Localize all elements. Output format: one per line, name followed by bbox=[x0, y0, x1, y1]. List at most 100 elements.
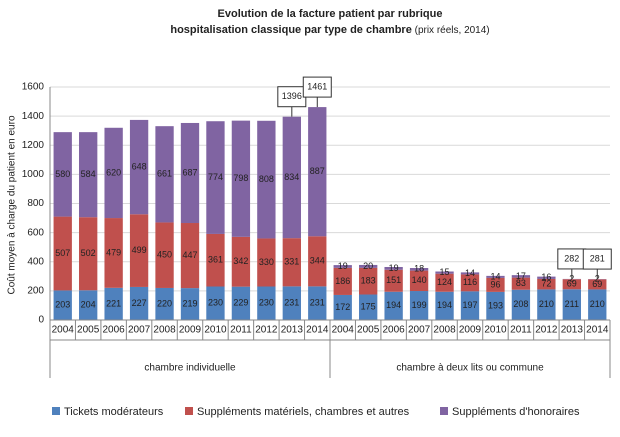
data-label: 220 bbox=[157, 298, 172, 308]
data-label: 151 bbox=[386, 275, 401, 285]
data-label: 20 bbox=[363, 261, 373, 271]
data-label: 14 bbox=[490, 271, 500, 281]
data-label: 774 bbox=[208, 172, 223, 182]
data-label: 194 bbox=[437, 300, 452, 310]
data-label: 447 bbox=[182, 250, 197, 260]
data-label: 140 bbox=[412, 275, 427, 285]
data-label: 210 bbox=[590, 299, 605, 309]
data-label: 219 bbox=[182, 298, 197, 308]
data-label: 15 bbox=[440, 267, 450, 277]
x-tick-label: 2005 bbox=[77, 325, 100, 336]
data-label: 14 bbox=[465, 268, 475, 278]
data-label: 231 bbox=[310, 298, 325, 308]
x-tick-label: 2008 bbox=[153, 325, 176, 336]
x-tick-label: 2011 bbox=[230, 325, 252, 336]
x-tick-label: 2013 bbox=[561, 325, 584, 336]
chart-subtitle: (prix réels, 2014) bbox=[415, 25, 490, 36]
data-label: 199 bbox=[412, 300, 427, 310]
data-label: 186 bbox=[335, 276, 350, 286]
data-label: 580 bbox=[55, 169, 70, 179]
data-label: 229 bbox=[233, 298, 248, 308]
data-label: 211 bbox=[565, 299, 579, 309]
data-label: 197 bbox=[462, 300, 477, 310]
data-label: 330 bbox=[259, 257, 274, 267]
data-label: 204 bbox=[81, 300, 96, 310]
x-tick-label: 2006 bbox=[383, 325, 406, 336]
data-label: 227 bbox=[132, 298, 147, 308]
y-tick-label: 1400 bbox=[22, 111, 45, 122]
x-tick-label: 2010 bbox=[204, 325, 227, 336]
legend-swatch bbox=[185, 407, 193, 415]
y-tick-label: 1600 bbox=[22, 82, 45, 93]
x-tick-label: 2004 bbox=[52, 325, 75, 336]
data-label: 18 bbox=[414, 264, 424, 274]
data-label: 479 bbox=[106, 247, 121, 257]
data-label: 210 bbox=[539, 299, 554, 309]
data-label: 361 bbox=[208, 255, 223, 265]
y-tick-label: 0 bbox=[38, 315, 44, 326]
total-label: 1396 bbox=[282, 91, 302, 101]
data-label: 175 bbox=[361, 302, 376, 312]
x-tick-label: 2011 bbox=[510, 325, 532, 336]
chart-title-line: hospitalisation classique par type de ch… bbox=[170, 24, 489, 36]
data-label: 887 bbox=[310, 166, 325, 176]
x-tick-label: 2009 bbox=[459, 325, 482, 336]
data-label: 193 bbox=[488, 300, 503, 310]
x-tick-label: 2014 bbox=[586, 325, 609, 336]
data-label: 116 bbox=[463, 277, 477, 287]
data-label: 808 bbox=[259, 174, 274, 184]
x-tick-label: 2012 bbox=[535, 325, 558, 336]
x-tick-label: 2008 bbox=[433, 325, 456, 336]
x-tick-label: 2006 bbox=[103, 325, 126, 336]
data-label: 661 bbox=[157, 169, 172, 179]
chart-title: Evolution de la facture patient par rubr… bbox=[218, 8, 443, 20]
y-tick-label: 200 bbox=[27, 286, 44, 297]
legend-swatch bbox=[440, 407, 448, 415]
data-label: 230 bbox=[208, 298, 223, 308]
data-label: 230 bbox=[259, 298, 274, 308]
data-label: 834 bbox=[284, 172, 299, 182]
data-label: 203 bbox=[55, 300, 70, 310]
data-label: 124 bbox=[437, 277, 452, 287]
legend-label: Suppléments matériels, chambres et autre… bbox=[197, 406, 410, 418]
data-label: 19 bbox=[338, 261, 348, 271]
legend-swatch bbox=[52, 407, 60, 415]
data-label: 16 bbox=[541, 272, 551, 282]
x-tick-label: 2007 bbox=[128, 325, 151, 336]
data-label: 499 bbox=[132, 245, 147, 255]
total-label: 1461 bbox=[307, 81, 327, 91]
y-tick-label: 400 bbox=[27, 256, 44, 267]
y-tick-label: 600 bbox=[27, 227, 44, 238]
data-label: 19 bbox=[389, 263, 399, 273]
data-label: 507 bbox=[55, 248, 70, 258]
x-tick-label: 2009 bbox=[179, 325, 202, 336]
data-label: 221 bbox=[106, 298, 121, 308]
group-label: chambre à deux lits ou commune bbox=[396, 363, 544, 374]
x-tick-label: 2014 bbox=[306, 325, 329, 336]
data-label: 231 bbox=[284, 298, 299, 308]
data-label: 502 bbox=[81, 248, 96, 258]
y-tick-label: 800 bbox=[27, 198, 44, 209]
data-label: 342 bbox=[233, 256, 248, 266]
y-axis-label: Coût moyen à charge du patient en euro bbox=[7, 115, 18, 294]
y-tick-label: 1000 bbox=[22, 169, 45, 180]
total-label: 282 bbox=[564, 253, 579, 263]
data-label: 331 bbox=[284, 257, 299, 267]
x-tick-label: 2012 bbox=[255, 325, 278, 336]
data-label: 194 bbox=[386, 300, 401, 310]
data-label: 687 bbox=[182, 167, 197, 177]
x-tick-label: 2010 bbox=[484, 325, 507, 336]
data-label: 172 bbox=[335, 302, 350, 312]
data-label: 17 bbox=[516, 271, 526, 281]
legend-label: Tickets modérateurs bbox=[64, 406, 164, 418]
x-tick-label: 2007 bbox=[408, 325, 431, 336]
data-label: 620 bbox=[106, 167, 121, 177]
data-label: 584 bbox=[81, 169, 96, 179]
data-label: 208 bbox=[513, 299, 528, 309]
data-label: 344 bbox=[310, 256, 325, 266]
x-tick-label: 2005 bbox=[357, 325, 380, 336]
group-label: chambre individuelle bbox=[144, 363, 236, 374]
data-label: 648 bbox=[132, 161, 147, 171]
legend-label: Suppléments d'honoraires bbox=[452, 406, 580, 418]
